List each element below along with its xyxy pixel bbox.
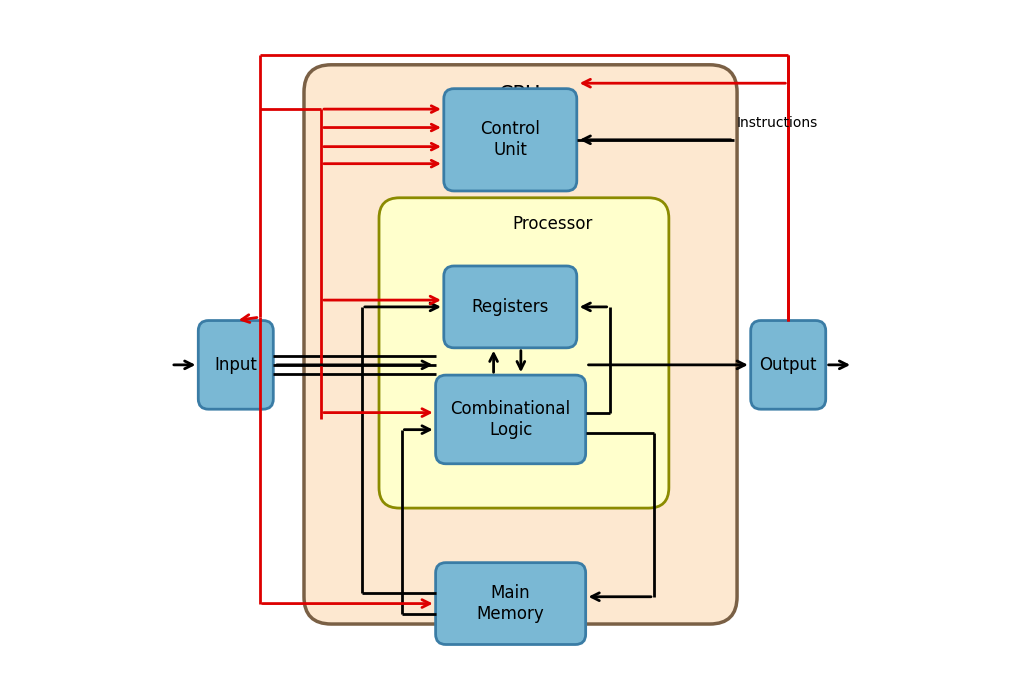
Text: Control
Unit: Control Unit bbox=[480, 121, 541, 159]
FancyBboxPatch shape bbox=[751, 321, 825, 409]
FancyBboxPatch shape bbox=[435, 375, 586, 464]
FancyBboxPatch shape bbox=[379, 198, 669, 508]
FancyBboxPatch shape bbox=[443, 266, 577, 348]
FancyBboxPatch shape bbox=[443, 89, 577, 191]
Text: Output: Output bbox=[760, 356, 817, 374]
Text: Main
Memory: Main Memory bbox=[477, 584, 545, 623]
Text: Combinational
Logic: Combinational Logic bbox=[451, 400, 570, 439]
FancyBboxPatch shape bbox=[199, 321, 273, 409]
Text: CPU: CPU bbox=[500, 85, 542, 105]
Text: Instructions: Instructions bbox=[737, 115, 818, 130]
Text: Input: Input bbox=[214, 356, 257, 374]
Text: Processor: Processor bbox=[513, 215, 593, 233]
FancyBboxPatch shape bbox=[435, 563, 586, 644]
Text: Registers: Registers bbox=[472, 298, 549, 316]
FancyBboxPatch shape bbox=[304, 65, 737, 624]
